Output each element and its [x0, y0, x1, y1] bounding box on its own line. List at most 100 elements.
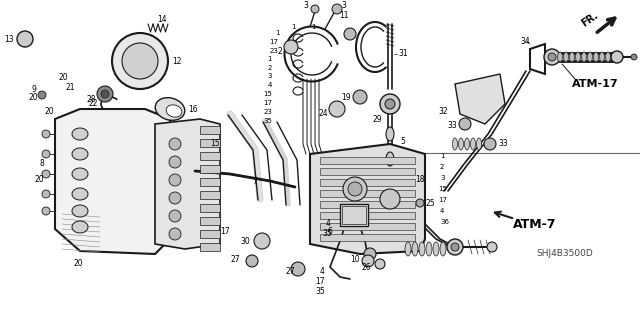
Ellipse shape [605, 52, 611, 62]
Ellipse shape [452, 138, 458, 150]
Ellipse shape [563, 52, 568, 62]
Circle shape [329, 101, 345, 117]
Bar [320, 179, 415, 186]
Circle shape [42, 130, 50, 138]
Text: 17: 17 [269, 39, 278, 45]
Circle shape [122, 43, 158, 79]
Text: 20: 20 [58, 72, 68, 81]
Bar [200, 217, 220, 225]
Text: 35: 35 [323, 229, 332, 239]
Text: SHJ4B3500D: SHJ4B3500D [536, 249, 593, 258]
Polygon shape [455, 74, 505, 124]
Ellipse shape [557, 52, 563, 62]
Ellipse shape [419, 242, 425, 256]
Circle shape [416, 199, 424, 207]
Circle shape [97, 86, 113, 102]
Text: 1: 1 [311, 24, 316, 30]
Circle shape [380, 189, 400, 209]
Text: 1: 1 [275, 30, 280, 36]
Circle shape [332, 4, 342, 14]
Circle shape [17, 31, 33, 47]
Circle shape [42, 150, 50, 158]
Text: 20: 20 [28, 93, 38, 101]
Bar [200, 191, 220, 199]
Circle shape [380, 94, 400, 114]
Text: 27: 27 [285, 266, 295, 276]
Text: 4: 4 [440, 208, 444, 214]
Ellipse shape [72, 221, 88, 233]
Ellipse shape [570, 52, 575, 62]
Text: 18: 18 [415, 174, 425, 183]
Text: ATM-7: ATM-7 [513, 218, 557, 231]
Bar [320, 157, 415, 164]
Text: 15: 15 [438, 186, 447, 192]
Ellipse shape [72, 128, 88, 140]
Ellipse shape [412, 242, 418, 256]
Circle shape [101, 90, 109, 98]
Text: 15: 15 [263, 91, 272, 97]
Text: 11: 11 [339, 11, 349, 19]
Text: 23: 23 [269, 48, 278, 54]
Text: 5: 5 [400, 137, 405, 145]
Circle shape [246, 255, 258, 267]
Text: 34: 34 [520, 36, 530, 46]
Text: 27: 27 [230, 255, 240, 263]
Circle shape [169, 138, 181, 150]
Bar [320, 190, 415, 197]
Circle shape [311, 5, 319, 13]
Bar [342, 206, 366, 224]
Bar [200, 165, 220, 173]
Text: 29: 29 [372, 115, 382, 123]
Text: 6: 6 [327, 226, 332, 235]
Circle shape [284, 40, 298, 54]
Text: 9: 9 [31, 85, 36, 93]
Text: 15: 15 [211, 139, 220, 149]
Ellipse shape [156, 98, 185, 120]
Polygon shape [55, 109, 170, 254]
Ellipse shape [600, 52, 605, 62]
Circle shape [42, 207, 50, 215]
Bar [320, 212, 415, 219]
Text: 4: 4 [325, 219, 330, 228]
Circle shape [169, 174, 181, 186]
Circle shape [38, 91, 46, 99]
Bar [320, 201, 415, 208]
Circle shape [487, 242, 497, 252]
Ellipse shape [426, 242, 432, 256]
Ellipse shape [405, 242, 411, 256]
Circle shape [631, 54, 637, 60]
Text: 26: 26 [362, 263, 371, 271]
Ellipse shape [386, 127, 394, 141]
Text: 2: 2 [277, 47, 282, 56]
Text: 20: 20 [44, 107, 54, 115]
Text: 1: 1 [268, 56, 272, 62]
Text: 17: 17 [220, 226, 230, 235]
Circle shape [611, 51, 623, 63]
Ellipse shape [440, 242, 446, 256]
Ellipse shape [72, 148, 88, 160]
Text: 2: 2 [268, 65, 272, 71]
Bar [200, 204, 220, 212]
Circle shape [362, 255, 374, 267]
Ellipse shape [386, 152, 394, 166]
Bar [200, 152, 220, 160]
Ellipse shape [166, 105, 182, 117]
Text: 8: 8 [39, 160, 44, 168]
Bar [320, 234, 415, 241]
Circle shape [169, 156, 181, 168]
Circle shape [254, 233, 270, 249]
Bar [200, 230, 220, 238]
Circle shape [42, 190, 50, 198]
Ellipse shape [433, 242, 439, 256]
Text: 32: 32 [438, 107, 448, 115]
Circle shape [291, 262, 305, 276]
Bar [320, 223, 415, 230]
Ellipse shape [582, 52, 586, 62]
Text: 20: 20 [35, 174, 44, 183]
Text: 23: 23 [263, 109, 272, 115]
Text: 17: 17 [263, 100, 272, 106]
Circle shape [375, 259, 385, 269]
Circle shape [484, 138, 496, 150]
Circle shape [112, 33, 168, 89]
Text: FR.: FR. [580, 10, 600, 28]
